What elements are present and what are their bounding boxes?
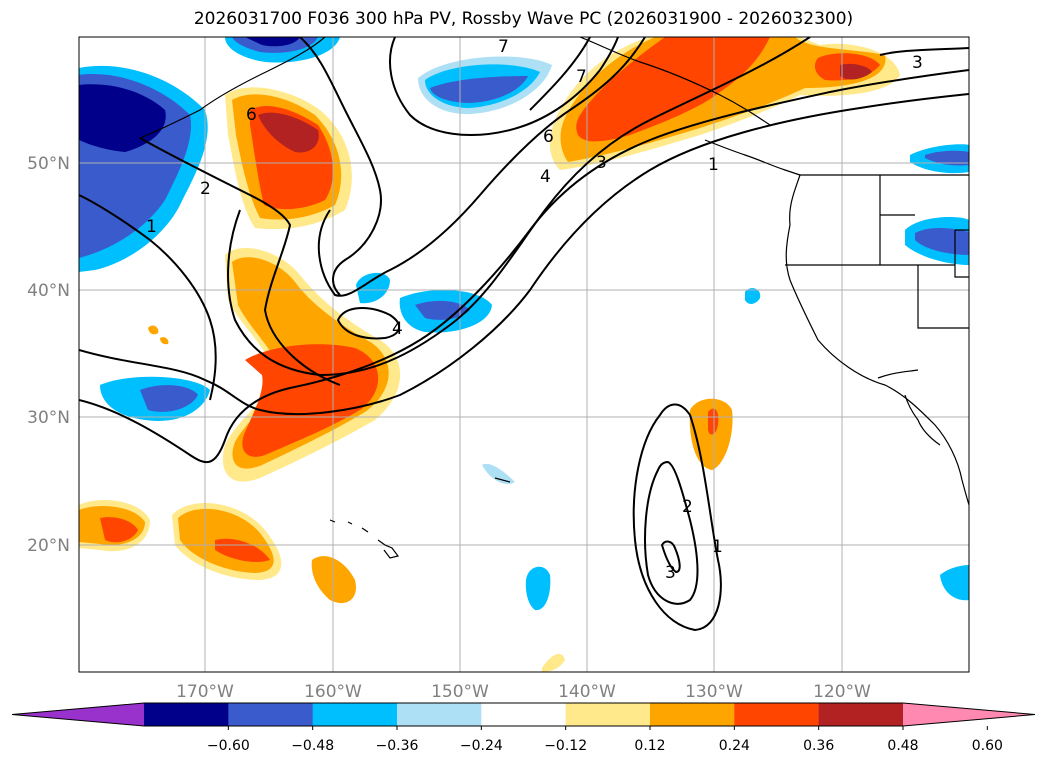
colorbar-extend-low bbox=[12, 703, 144, 726]
lon-label: 140°W bbox=[558, 682, 616, 702]
contour-label: 2 bbox=[200, 179, 211, 199]
longitude-labels: 170°W 160°W 150°W 140°W 130°W 120°W bbox=[176, 682, 871, 702]
colorbar-segment bbox=[565, 703, 651, 726]
contour-label: 4 bbox=[392, 319, 403, 339]
latitude-labels: 50°N 40°N 30°N 20°N bbox=[27, 154, 70, 556]
contour-label: 3 bbox=[665, 563, 676, 583]
contour-label: 7 bbox=[498, 37, 509, 57]
colorbar-tick-label: 0.24 bbox=[719, 738, 750, 754]
colorbar-extend-high bbox=[903, 703, 1035, 726]
colorbar-tick-label: −0.24 bbox=[460, 738, 503, 754]
lat-label: 20°N bbox=[27, 536, 70, 556]
colorbar-segment bbox=[818, 703, 904, 726]
colorbar-tick-label: 0.60 bbox=[972, 738, 1003, 754]
colorbar-segment bbox=[312, 703, 398, 726]
colorbar-tick-label: −0.60 bbox=[207, 738, 250, 754]
colorbar-segment bbox=[650, 703, 735, 726]
graticule bbox=[79, 37, 969, 672]
map-fields: 1 2 3 4 6 7 1 3 4 6 7 1 2 3 bbox=[79, 37, 969, 672]
colorbar-outline bbox=[11, 702, 1036, 727]
colorbar-segment bbox=[397, 703, 482, 726]
lon-label: 160°W bbox=[304, 682, 362, 702]
positive-anomalies bbox=[79, 37, 900, 672]
contour-label: 6 bbox=[543, 127, 554, 147]
colorbar-tick-label: 0.48 bbox=[887, 738, 918, 754]
coastlines bbox=[139, 37, 969, 559]
map-title: 2026031700 F036 300 hPa PV, Rossby Wave … bbox=[193, 9, 854, 29]
lat-label: 40°N bbox=[27, 281, 70, 301]
colorbar-tick-label: −0.48 bbox=[291, 738, 334, 754]
lon-label: 150°W bbox=[431, 682, 489, 702]
negative-anomalies bbox=[79, 37, 969, 611]
colorbar-segment bbox=[228, 703, 314, 726]
contour-label: 3 bbox=[912, 53, 923, 73]
contours bbox=[79, 37, 969, 632]
lat-label: 30°N bbox=[27, 408, 70, 428]
contour-label: 1 bbox=[712, 537, 723, 557]
lon-label: 170°W bbox=[176, 682, 234, 702]
lon-label: 130°W bbox=[685, 682, 743, 702]
lon-label: 120°W bbox=[813, 682, 871, 702]
lat-label: 50°N bbox=[27, 154, 70, 174]
colorbar-tick-label: 0.12 bbox=[634, 738, 665, 754]
colorbar-segment bbox=[144, 703, 229, 726]
contour-label: 1 bbox=[708, 155, 719, 175]
map-frame bbox=[78, 36, 970, 673]
colorbar: −0.60 −0.48 −0.36 −0.24 −0.12 0.12 0.24 0.36 0.4… bbox=[11, 702, 1036, 754]
contour-label: 4 bbox=[540, 167, 551, 187]
colorbar-tick-label: −0.12 bbox=[544, 738, 587, 754]
contour-label: 2 bbox=[682, 497, 693, 517]
colorbar-segment bbox=[481, 703, 567, 726]
contour-labels: 1 2 3 4 6 7 1 3 4 6 7 1 2 3 bbox=[146, 37, 923, 583]
contour-label: 6 bbox=[246, 105, 257, 125]
contour-label: 3 bbox=[596, 153, 607, 173]
colorbar-tick-label: 0.36 bbox=[803, 738, 834, 754]
colorbar-tick-label: −0.36 bbox=[376, 738, 419, 754]
contour-label: 7 bbox=[576, 67, 587, 87]
contour-label: 1 bbox=[146, 217, 157, 237]
colorbar-segment bbox=[734, 703, 820, 726]
